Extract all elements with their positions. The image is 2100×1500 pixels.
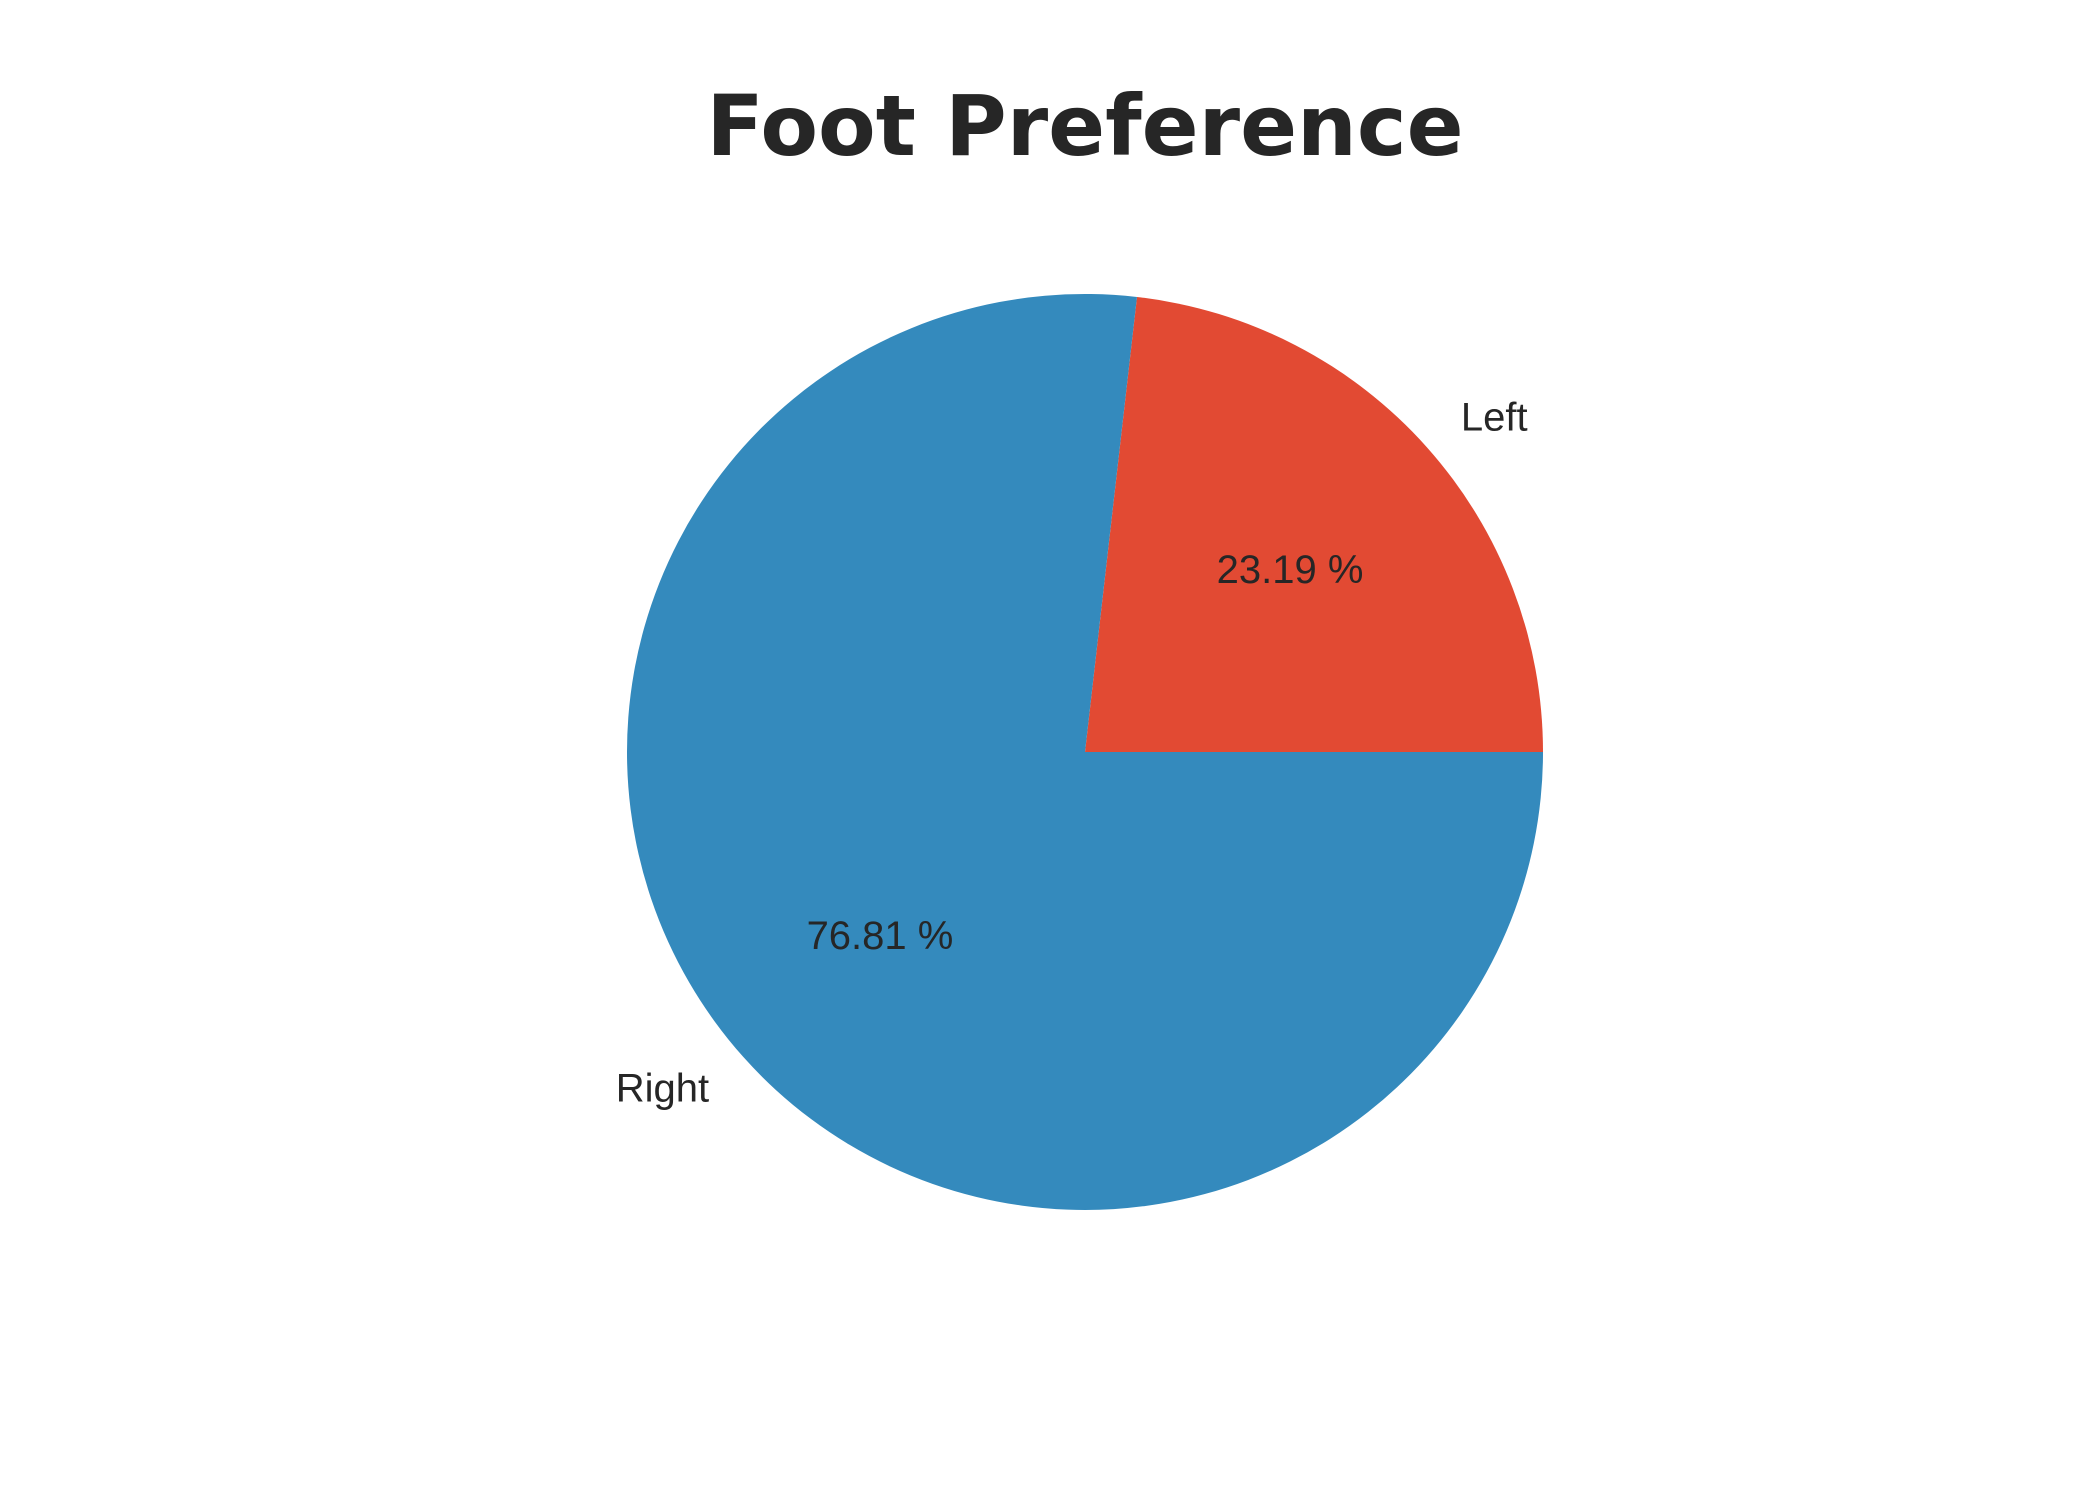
chart-title: Foot Preference: [706, 77, 1463, 175]
pie-slice-left: [1085, 296, 1543, 752]
slice-pct-label-right: 76.81 %: [807, 914, 954, 958]
slice-label-left: Left: [1461, 396, 1528, 440]
slice-label-right: Right: [616, 1066, 709, 1110]
pie-labels: Left 23.19 % Right 76.81 %: [616, 396, 1528, 1111]
slice-pct-label-left: 23.19 %: [1217, 548, 1364, 592]
pie-slices: [627, 294, 1543, 1211]
pie-slice-right: [627, 294, 1543, 1211]
